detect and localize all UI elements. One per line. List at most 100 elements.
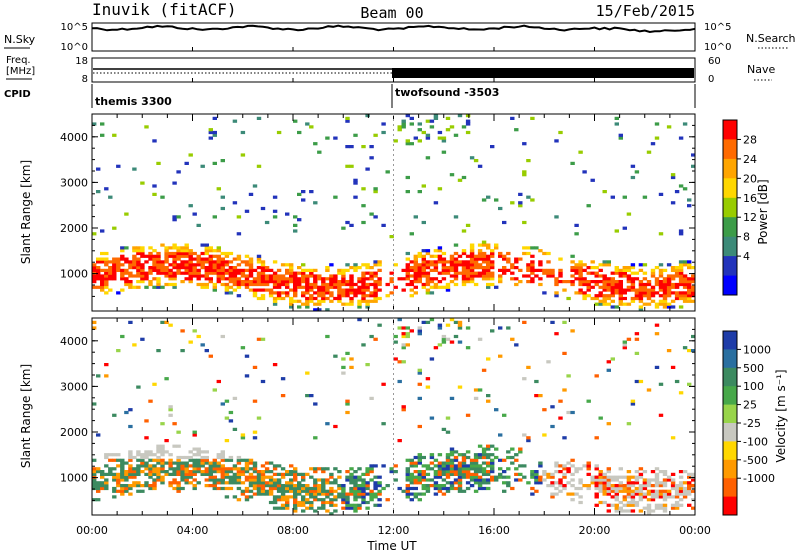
heatmap-cell <box>405 475 410 479</box>
heatmap-cell <box>301 478 306 482</box>
heatmap-cell <box>602 481 607 485</box>
heatmap-cell <box>116 263 121 267</box>
heatmap-cell <box>104 268 109 272</box>
heatmap-cell <box>152 257 157 261</box>
heatmap-cell <box>662 285 668 289</box>
heatmap-cell <box>120 461 125 465</box>
heatmap-cell <box>92 232 97 236</box>
heatmap-cell <box>409 142 414 146</box>
heatmap-cell <box>200 274 205 278</box>
heatmap-cell <box>638 467 644 471</box>
heatmap-cell <box>586 288 591 292</box>
colorbar-tick-label: -25 <box>743 417 761 430</box>
heatmap-cell <box>494 447 499 451</box>
heatmap-cell <box>353 291 358 295</box>
heatmap-cell <box>309 288 314 292</box>
heatmap-cell <box>534 274 539 278</box>
heatmap-cell <box>650 291 656 295</box>
heatmap-cell <box>349 164 354 168</box>
heatmap-cell <box>405 489 410 493</box>
heatmap-cell <box>674 190 680 194</box>
heatmap-cell <box>437 254 443 258</box>
heatmap-cell <box>297 481 302 485</box>
heatmap-cell <box>614 475 619 479</box>
heatmap-cell <box>289 470 294 474</box>
heatmap-cell <box>413 495 418 499</box>
heatmap-cell <box>337 288 342 292</box>
heatmap-cell <box>204 266 209 270</box>
heatmap-cell <box>220 266 225 270</box>
heatmap-cell <box>305 500 310 505</box>
heatmap-cell <box>646 492 652 496</box>
heatmap-cell <box>542 472 547 476</box>
heatmap-cell <box>530 268 535 272</box>
heatmap-cell <box>108 271 113 275</box>
heatmap-cell <box>297 484 302 488</box>
heatmap-cell <box>654 282 660 287</box>
heatmap-cell <box>128 263 133 267</box>
heatmap-cell <box>510 263 515 267</box>
heatmap-cell <box>301 274 306 278</box>
heatmap-cell <box>554 461 559 465</box>
heatmap-cell <box>514 453 519 457</box>
heatmap-cell <box>248 461 254 465</box>
heatmap-cell <box>538 277 543 281</box>
heatmap-cell <box>634 337 640 341</box>
heatmap-cell <box>204 282 209 287</box>
heatmap-cell <box>546 360 551 364</box>
heatmap-cell <box>184 243 189 247</box>
heatmap-cell <box>136 274 141 278</box>
heatmap-cell <box>116 458 121 462</box>
heatmap-cell <box>112 486 117 491</box>
heatmap-cell <box>646 489 652 493</box>
heatmap-cell <box>546 271 551 275</box>
heatmap-cell <box>437 453 443 457</box>
heatmap-cell <box>329 498 334 502</box>
heatmap-cell <box>132 257 137 261</box>
velocity-ylabel: Slant Range [km] <box>19 364 33 468</box>
heatmap-cell <box>136 458 141 462</box>
heatmap-cell <box>646 388 652 392</box>
heatmap-cell <box>104 363 109 367</box>
heatmap-cell <box>104 464 109 468</box>
heatmap-cell <box>176 430 181 434</box>
heatmap-cell <box>96 374 101 378</box>
heatmap-cell <box>244 260 250 264</box>
heatmap-cell <box>285 280 290 284</box>
heatmap-cell <box>116 164 121 168</box>
heatmap-cell <box>377 498 382 502</box>
heatmap-cell <box>293 288 298 292</box>
heatmap-cell <box>192 458 197 462</box>
heatmap-cell <box>373 133 378 137</box>
heatmap-cell <box>662 492 668 496</box>
heatmap-cell <box>232 464 238 468</box>
heatmap-cell <box>558 257 563 261</box>
heatmap-cell <box>212 475 217 479</box>
heatmap-cell <box>100 470 105 474</box>
heatmap-cell <box>108 268 113 272</box>
heatmap-cell <box>309 299 314 303</box>
heatmap-cell <box>670 282 676 287</box>
heatmap-cell <box>124 282 129 287</box>
heatmap-cell <box>441 257 447 261</box>
heatmap-cell <box>405 251 410 256</box>
heatmap-cell <box>642 271 648 275</box>
heatmap-cell <box>192 271 197 275</box>
heatmap-cell <box>220 470 225 474</box>
heatmap-cell <box>349 145 354 149</box>
heatmap-cell <box>212 388 217 392</box>
heatmap-cell <box>373 215 378 219</box>
heatmap-cell <box>666 274 672 278</box>
heatmap-cell <box>92 478 97 482</box>
heatmap-cell <box>473 282 479 287</box>
heatmap-cell <box>465 260 471 264</box>
heatmap-cell <box>494 285 499 289</box>
heatmap-cell <box>293 277 298 281</box>
heatmap-cell <box>268 470 274 474</box>
heatmap-cell <box>196 257 201 261</box>
heatmap-cell <box>566 470 571 474</box>
heatmap-cell <box>658 481 664 485</box>
heatmap-cell <box>433 464 439 468</box>
heatmap-cell <box>244 470 250 474</box>
heatmap-cell <box>666 475 672 479</box>
